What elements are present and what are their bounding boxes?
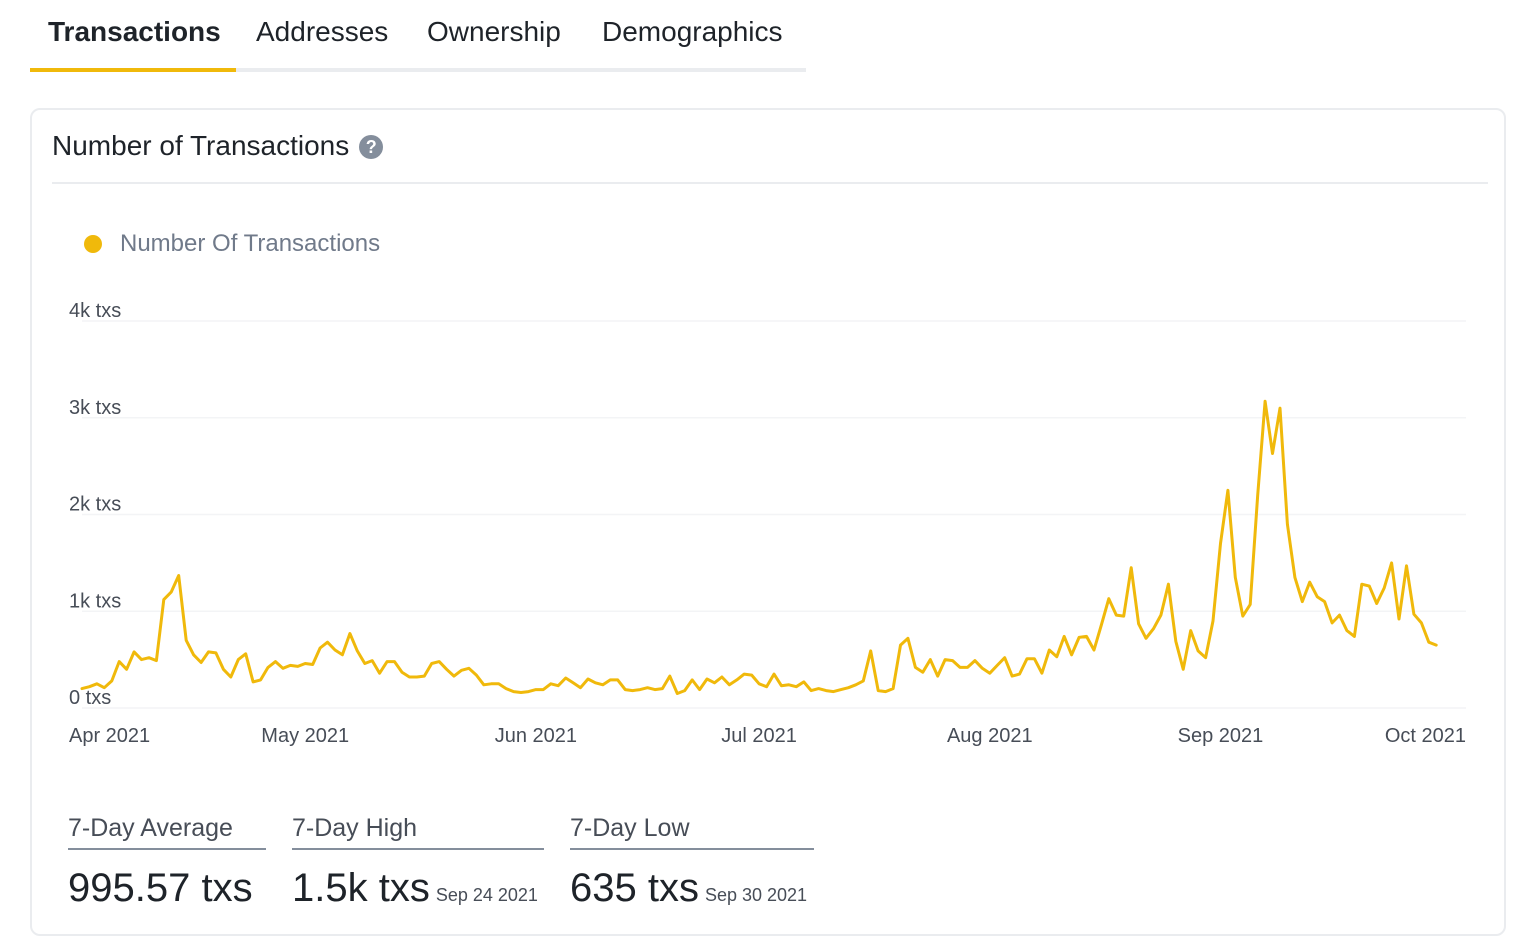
stat-date: Sep 24 2021 xyxy=(435,885,538,905)
y-tick-label: 3k txs xyxy=(69,397,121,419)
tab-demographics[interactable]: Demographics xyxy=(602,16,783,47)
card-title-text: Number of Transactions xyxy=(52,130,350,161)
stat-7day-high: 7-Day High 1.5k txs Sep 24 2021 xyxy=(292,812,544,911)
y-tick-label: 0 txs xyxy=(69,687,111,709)
help-icon[interactable]: ? xyxy=(359,135,384,159)
card-divider xyxy=(52,182,1488,184)
y-tick-label: 2k txs xyxy=(69,494,121,516)
tab-transactions[interactable]: Transactions xyxy=(48,16,221,47)
stat-label: 7-Day Low xyxy=(570,812,814,850)
x-tick-label: Aug 2021 xyxy=(947,725,1033,747)
stat-value: 995.57 txs xyxy=(68,866,253,910)
x-tick-label: Oct 2021 xyxy=(1385,725,1466,747)
stat-value: 1.5k txs xyxy=(292,866,430,910)
chart-grid xyxy=(82,320,1466,709)
chart-legend[interactable]: Number Of Transactions xyxy=(84,228,380,260)
tab-ownership[interactable]: Ownership xyxy=(427,16,561,47)
stat-7day-low: 7-Day Low 635 txs Sep 30 2021 xyxy=(570,812,814,911)
tab-addresses[interactable]: Addresses xyxy=(256,16,389,47)
stat-date: Sep 30 2021 xyxy=(704,885,808,905)
stat-7day-average: 7-Day Average 995.57 txs xyxy=(68,812,266,911)
chart-card: Number of Transactions? Number Of Transa… xyxy=(30,108,1506,936)
card-title: Number of Transactions? xyxy=(52,130,384,162)
x-tick-label: Jun 2021 xyxy=(495,725,577,747)
x-axis: Apr 2021 May 2021 Jun 2021 Jul 2021 Aug 2021… xyxy=(69,725,1466,747)
y-tick-label: 1k txs xyxy=(69,590,121,612)
legend-dot-icon xyxy=(84,235,102,253)
legend-label: Number Of Transactions xyxy=(120,230,381,257)
series-line[interactable] xyxy=(80,399,1438,695)
x-tick-label: May 2021 xyxy=(261,725,349,747)
chart-series[interactable] xyxy=(80,399,1438,695)
tab-bar: Transactions Addresses Ownership Demogra… xyxy=(30,0,806,72)
stat-value: 635 txs xyxy=(570,866,699,910)
stat-label: 7-Day High xyxy=(292,812,544,850)
x-tick-label: Apr 2021 xyxy=(69,725,150,747)
x-tick-label: Jul 2021 xyxy=(721,725,797,747)
stat-label: 7-Day Average xyxy=(68,812,266,850)
y-tick-label: 4k txs xyxy=(69,300,121,322)
y-axis: 0 txs 1k txs 2k txs 3k txs 4k txs xyxy=(69,300,121,709)
x-tick-label: Sep 2021 xyxy=(1178,725,1264,747)
active-tab-indicator xyxy=(30,68,236,72)
